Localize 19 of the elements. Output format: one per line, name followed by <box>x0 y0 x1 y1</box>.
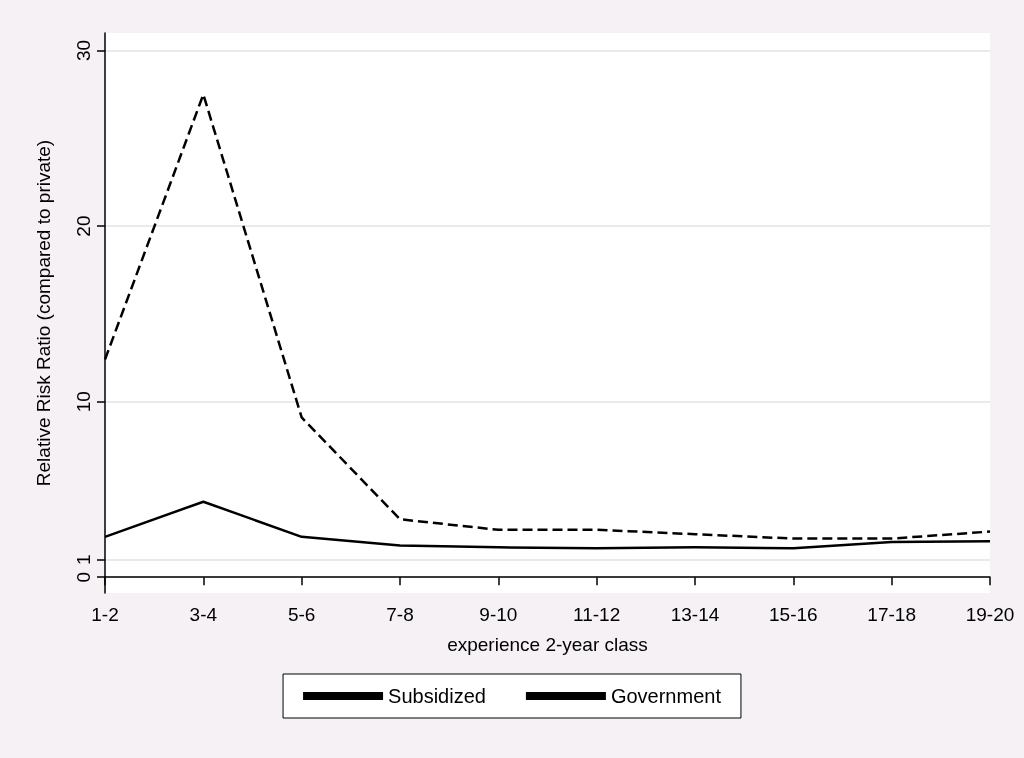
x-tick-label: 17-18 <box>867 604 916 625</box>
x-tick-label: 7-8 <box>386 604 414 625</box>
y-tick-label: 0 <box>73 571 94 583</box>
x-tick-label: 9-10 <box>479 604 518 625</box>
legend-label: Subsidized <box>388 685 486 707</box>
y-axis-title: Relative Risk Ratio (compared to private) <box>33 139 54 487</box>
legend-label: Government <box>610 685 722 707</box>
x-axis-title: experience 2-year class <box>447 634 648 655</box>
y-tick-label: 1 <box>73 554 94 565</box>
y-tick-label: 30 <box>73 39 94 62</box>
y-tick-label: 10 <box>73 391 94 413</box>
x-tick-label: 5-6 <box>287 604 316 625</box>
x-tick-label: 11-12 <box>573 604 621 625</box>
x-tick-label: 1-2 <box>91 604 119 625</box>
x-tick-label: 15-16 <box>769 604 818 625</box>
x-tick-label: 19-20 <box>965 604 1015 625</box>
x-tick-label: 13-14 <box>670 604 720 625</box>
y-tick-label: 20 <box>73 215 94 237</box>
x-tick-label: 3-4 <box>189 604 218 625</box>
